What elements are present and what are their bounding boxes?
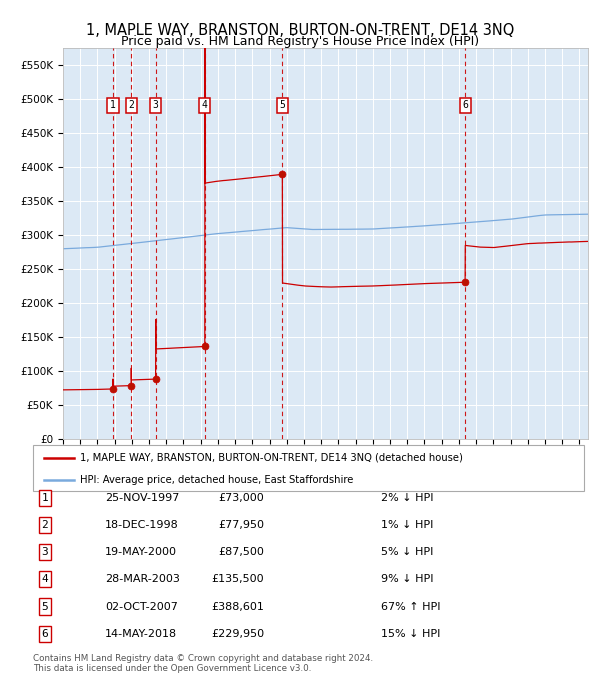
Text: 4: 4: [202, 101, 208, 110]
Text: £229,950: £229,950: [211, 629, 264, 639]
Text: 5: 5: [41, 602, 49, 611]
Text: 3: 3: [41, 547, 49, 557]
Text: HPI: Average price, detached house, East Staffordshire: HPI: Average price, detached house, East…: [80, 475, 353, 485]
FancyBboxPatch shape: [33, 445, 584, 491]
Text: £135,500: £135,500: [211, 575, 264, 584]
Text: 1, MAPLE WAY, BRANSTON, BURTON-ON-TRENT, DE14 3NQ (detached house): 1, MAPLE WAY, BRANSTON, BURTON-ON-TRENT,…: [80, 453, 463, 462]
Text: 2: 2: [128, 101, 134, 110]
Text: 2: 2: [41, 520, 49, 530]
Text: 19-MAY-2000: 19-MAY-2000: [105, 547, 177, 557]
Text: £388,601: £388,601: [211, 602, 264, 611]
Text: 28-MAR-2003: 28-MAR-2003: [105, 575, 180, 584]
Text: 9% ↓ HPI: 9% ↓ HPI: [381, 575, 433, 584]
Text: 67% ↑ HPI: 67% ↑ HPI: [381, 602, 440, 611]
Text: 02-OCT-2007: 02-OCT-2007: [105, 602, 178, 611]
Text: 5: 5: [280, 101, 286, 110]
Text: 5% ↓ HPI: 5% ↓ HPI: [381, 547, 433, 557]
Text: £73,000: £73,000: [218, 493, 264, 503]
Text: 3: 3: [152, 101, 158, 110]
Text: 6: 6: [41, 629, 49, 639]
Text: Contains HM Land Registry data © Crown copyright and database right 2024.
This d: Contains HM Land Registry data © Crown c…: [33, 653, 373, 673]
Text: £77,950: £77,950: [218, 520, 264, 530]
Text: 18-DEC-1998: 18-DEC-1998: [105, 520, 179, 530]
Text: 4: 4: [41, 575, 49, 584]
Text: 1: 1: [110, 101, 116, 110]
Text: 14-MAY-2018: 14-MAY-2018: [105, 629, 177, 639]
Text: 1: 1: [41, 493, 49, 503]
Text: 25-NOV-1997: 25-NOV-1997: [105, 493, 179, 503]
Text: £87,500: £87,500: [218, 547, 264, 557]
Text: 1, MAPLE WAY, BRANSTON, BURTON-ON-TRENT, DE14 3NQ: 1, MAPLE WAY, BRANSTON, BURTON-ON-TRENT,…: [86, 23, 514, 38]
Text: 15% ↓ HPI: 15% ↓ HPI: [381, 629, 440, 639]
Text: 2% ↓ HPI: 2% ↓ HPI: [381, 493, 433, 503]
Text: Price paid vs. HM Land Registry's House Price Index (HPI): Price paid vs. HM Land Registry's House …: [121, 35, 479, 48]
Text: 6: 6: [463, 101, 468, 110]
Text: 1% ↓ HPI: 1% ↓ HPI: [381, 520, 433, 530]
